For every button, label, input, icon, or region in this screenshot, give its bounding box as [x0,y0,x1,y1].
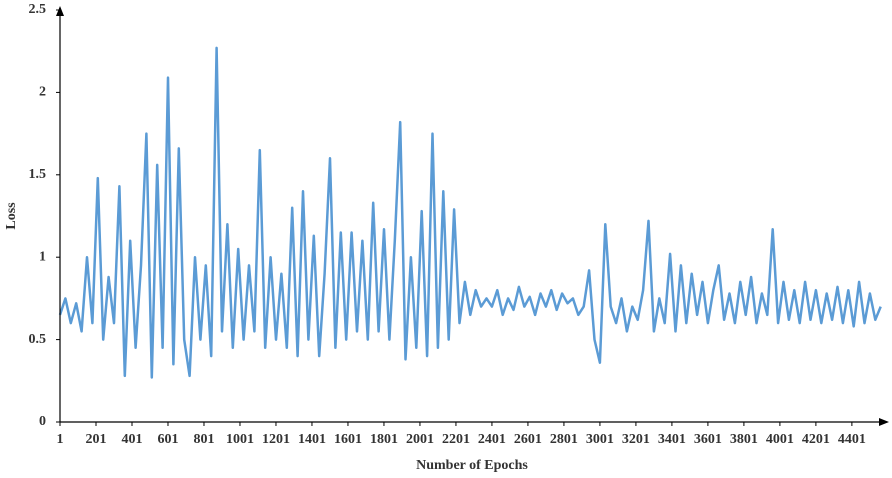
x-tick-label: 1601 [334,432,362,447]
y-tick-label: 0 [39,414,46,429]
x-tick-label: 1001 [226,432,254,447]
x-tick-label: 4201 [802,432,830,447]
x-tick-label: 3401 [658,432,686,447]
x-tick-label: 801 [193,432,214,447]
y-tick-label: 2.5 [29,2,47,17]
y-axis-arrow [56,6,64,16]
x-tick-label: 401 [121,432,142,447]
y-tick-label: 1.5 [29,167,47,182]
x-tick-label: 3601 [694,432,722,447]
x-tick-label: 1801 [370,432,398,447]
x-tick-label: 201 [85,432,106,447]
x-tick-label: 3001 [586,432,614,447]
x-tick-label: 2001 [406,432,434,447]
x-tick-label: 1 [57,432,64,447]
x-tick-label: 4001 [766,432,794,447]
x-axis-title: Number of Epochs [416,458,528,473]
x-tick-label: 601 [157,432,178,447]
y-tick-label: 0.5 [29,332,47,347]
loss-line [58,46,882,379]
y-axis-title: Loss [4,202,19,230]
x-tick-label: 1201 [262,432,290,447]
x-tick-label: 1401 [298,432,326,447]
x-tick-label: 2801 [550,432,578,447]
x-tick-label: 2201 [442,432,470,447]
x-tick-label: 2401 [478,432,506,447]
x-axis-arrow [879,418,889,426]
y-tick-label: 1 [39,249,46,264]
x-tick-label: 3801 [730,432,758,447]
x-tick-label: 3201 [622,432,650,447]
y-tick-label: 2 [39,85,46,100]
x-tick-label: 4401 [838,432,866,447]
x-tick-label: 2601 [514,432,542,447]
